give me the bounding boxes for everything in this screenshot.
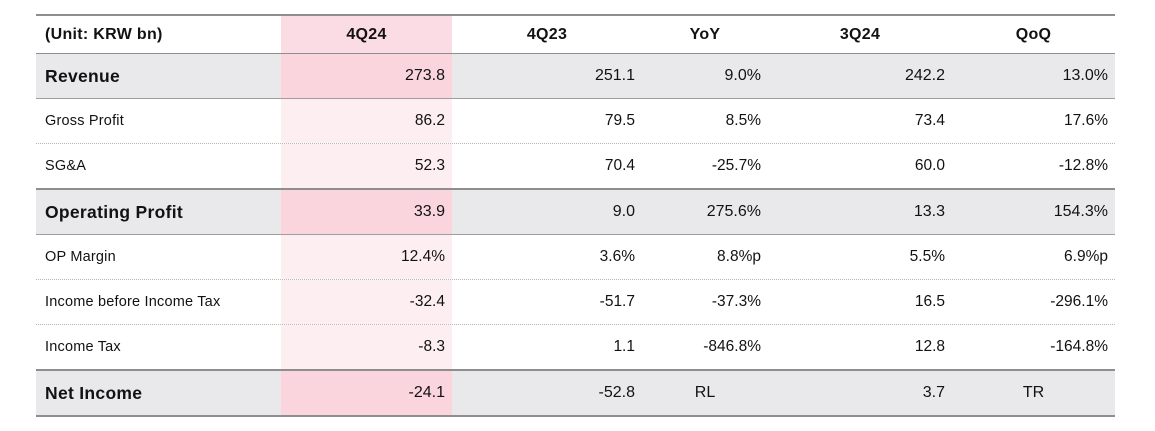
cell-qoq: TR [1022,384,1045,401]
table-row-operating-profit: Operating Profit 33.9 9.0 275.6% 13.3 15… [36,190,1115,235]
cell-4q23: -51.7 [599,293,635,310]
cell-4q24: 33.9 [281,190,452,234]
cell-3q24: 16.5 [914,293,945,310]
table-row-income-tax: Income Tax -8.3 1.1 -846.8% 12.8 -164.8% [36,325,1115,371]
cell-4q23: 1.1 [613,338,635,355]
cell-yoy: -846.8% [703,338,761,355]
cell-3q24: 73.4 [914,112,945,129]
cell-qoq: -12.8% [1058,157,1108,174]
row-label: OP Margin [45,249,116,265]
cell-4q24: 12.4% [281,235,452,279]
column-header-4q23: 4Q23 [526,25,568,43]
cell-4q24: 86.2 [281,99,452,143]
unit-label: (Unit: KRW bn) [45,25,163,43]
cell-yoy: 275.6% [706,203,761,220]
row-label: Operating Profit [45,201,183,222]
cell-4q23: 9.0 [612,203,635,220]
cell-qoq: -164.8% [1050,338,1108,355]
column-header-yoy: YoY [689,25,721,43]
cell-qoq: -296.1% [1050,293,1108,310]
column-header-3q24: 3Q24 [839,25,881,43]
cell-4q24: -32.4 [281,280,452,324]
cell-4q23: 3.6% [599,248,635,265]
cell-4q23: 70.4 [604,157,635,174]
cell-3q24: 12.8 [914,338,945,355]
cell-3q24: 242.2 [904,67,945,84]
cell-3q24: 3.7 [922,384,945,401]
row-label: Income before Income Tax [45,294,221,310]
cell-4q23: -52.8 [598,384,635,401]
row-label: Net Income [45,382,143,403]
row-label: Income Tax [45,339,121,355]
column-header-4q24: 4Q24 [281,16,452,53]
cell-qoq: 154.3% [1053,203,1108,220]
cell-yoy: RL [694,384,716,401]
row-label: Revenue [45,65,121,86]
cell-4q24: 52.3 [281,144,452,188]
cell-yoy: 8.8%p [717,248,761,265]
cell-yoy: -25.7% [711,157,761,174]
cell-3q24: 13.3 [913,203,945,220]
cell-qoq: 6.9%p [1064,248,1108,265]
table-row-income-before-income-tax: Income before Income Tax -32.4 -51.7 -37… [36,280,1115,325]
cell-yoy: 8.5% [725,112,761,129]
table-row-revenue: Revenue 273.8 251.1 9.0% 242.2 13.0% [36,54,1115,99]
table-row-op-margin: OP Margin 12.4% 3.6% 8.8%p 5.5% 6.9%p [36,235,1115,280]
cell-4q24: -24.1 [281,371,452,415]
row-label: Gross Profit [45,113,124,129]
table-row-sga: SG&A 52.3 70.4 -25.7% 60.0 -12.8% [36,144,1115,190]
cell-qoq: 13.0% [1062,67,1108,84]
cell-4q23: 251.1 [594,67,635,84]
table-row-net-income: Net Income -24.1 -52.8 RL 3.7 TR [36,371,1115,417]
cell-yoy: -37.3% [711,293,761,310]
financial-results-table: (Unit: KRW bn) 4Q24 4Q23 YoY 3Q24 QoQ Re… [36,14,1115,417]
cell-3q24: 60.0 [914,157,945,174]
cell-4q24: -8.3 [281,325,452,369]
cell-4q23: 79.5 [604,112,635,129]
cell-yoy: 9.0% [724,67,761,84]
cell-4q24: 273.8 [281,54,452,98]
cell-3q24: 5.5% [909,248,945,265]
table-row-gross-profit: Gross Profit 86.2 79.5 8.5% 73.4 17.6% [36,99,1115,144]
column-header-qoq: QoQ [1015,25,1052,43]
row-label: SG&A [45,158,87,174]
table-header-row: (Unit: KRW bn) 4Q24 4Q23 YoY 3Q24 QoQ [36,16,1115,54]
cell-qoq: 17.6% [1064,112,1108,129]
